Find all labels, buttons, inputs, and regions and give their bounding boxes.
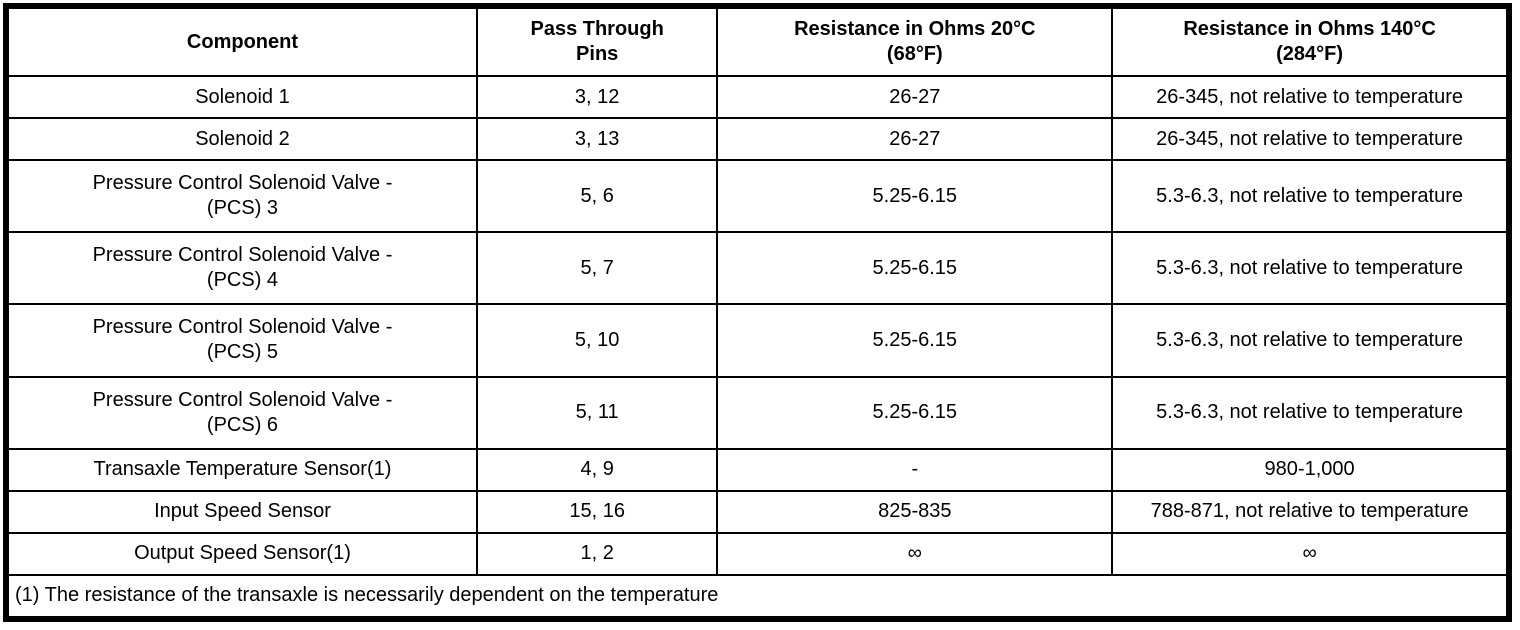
cell-resistance-140c: 5.3-6.3, not relative to temperature [1111, 375, 1510, 450]
col-header-resistance-140c: Resistance in Ohms 140°C (284°F) [1111, 5, 1510, 77]
cell-resistance-20c: 26-27 [716, 117, 1114, 162]
table-row-transaxle-temp-sensor: Transaxle Temperature Sensor(1) 4, 9 - 9… [5, 447, 1510, 492]
table-row-pcs-4: Pressure Control Solenoid Valve - (PCS) … [5, 231, 1510, 306]
cell-component: Pressure Control Solenoid Valve - (PCS) … [5, 375, 478, 450]
cell-pins: 5, 7 [475, 231, 719, 306]
cell-resistance-20c: 5.25-6.15 [716, 231, 1114, 306]
cell-component: Pressure Control Solenoid Valve - (PCS) … [5, 303, 478, 378]
col-header-pass-through-pins: Pass Through Pins [475, 5, 719, 77]
cell-pins: 5, 11 [475, 375, 719, 450]
cell-pins: 1, 2 [475, 531, 719, 576]
col-header-pins-line1: Pass Through [530, 18, 664, 40]
footnote-row: (1) The resistance of the transaxle is n… [5, 573, 1510, 621]
cell-pins: 4, 9 [475, 447, 719, 492]
cell-pins: 3, 12 [475, 74, 719, 120]
col-header-resistance-20c-line1: Resistance in Ohms 20°C [794, 18, 1036, 40]
cell-resistance-140c: 788-871, not relative to temperature [1111, 489, 1510, 534]
col-header-resistance-140c-line2: (284°F) [1276, 43, 1344, 65]
cell-resistance-140c: 26-345, not relative to temperature [1111, 74, 1510, 120]
cell-component: Solenoid 2 [5, 117, 478, 162]
table-row-pcs-5: Pressure Control Solenoid Valve - (PCS) … [5, 303, 1510, 378]
cell-resistance-140c: ∞ [1111, 531, 1510, 576]
col-header-resistance-20c: Resistance in Ohms 20°C (68°F) [716, 5, 1114, 77]
cell-resistance-20c: 26-27 [716, 74, 1114, 120]
table-row-solenoid-2: Solenoid 2 3, 13 26-27 26-345, not relat… [5, 117, 1510, 162]
cell-component: Transaxle Temperature Sensor(1) [5, 447, 478, 492]
cell-pins: 5, 10 [475, 303, 719, 378]
col-header-component-label: Component [186, 30, 299, 53]
col-header-resistance-20c-line2: (68°F) [886, 43, 943, 65]
cell-resistance-140c: 5.3-6.3, not relative to temperature [1111, 231, 1510, 306]
cell-resistance-140c: 980-1,000 [1111, 447, 1510, 492]
cell-resistance-20c: ∞ [716, 531, 1114, 576]
table-row-input-speed-sensor: Input Speed Sensor 15, 16 825-835 788-87… [5, 489, 1510, 534]
cell-pins: 15, 16 [475, 489, 719, 534]
cell-resistance-140c: 5.3-6.3, not relative to temperature [1111, 303, 1510, 378]
cell-component: Output Speed Sensor(1) [5, 531, 478, 576]
cell-pins: 5, 6 [475, 159, 719, 234]
cell-resistance-140c: 26-345, not relative to temperature [1111, 117, 1510, 162]
col-header-pins-line2: Pins [576, 43, 619, 65]
cell-component: Pressure Control Solenoid Valve - (PCS) … [5, 231, 478, 306]
cell-pins: 3, 13 [475, 117, 719, 162]
footnote-text: (1) The resistance of the transaxle is n… [5, 573, 1510, 621]
cell-resistance-20c: 5.25-6.15 [716, 159, 1114, 234]
cell-resistance-20c: 825-835 [716, 489, 1114, 534]
table-row-output-speed-sensor: Output Speed Sensor(1) 1, 2 ∞ ∞ [5, 531, 1510, 576]
cell-component: Input Speed Sensor [5, 489, 478, 534]
table-row-solenoid-1: Solenoid 1 3, 12 26-27 26-345, not relat… [5, 74, 1510, 120]
header-row: Component Pass Through Pins Resistance i… [5, 5, 1510, 77]
table-row-pcs-3: Pressure Control Solenoid Valve - (PCS) … [5, 159, 1510, 234]
cell-resistance-140c: 5.3-6.3, not relative to temperature [1111, 159, 1510, 234]
cell-resistance-20c: 5.25-6.15 [716, 375, 1114, 450]
cell-component: Pressure Control Solenoid Valve - (PCS) … [5, 159, 478, 234]
cell-component: Solenoid 1 [5, 74, 478, 120]
col-header-component: Component [5, 5, 478, 77]
cell-resistance-20c: - [716, 447, 1114, 492]
resistance-spec-table: Component Pass Through Pins Resistance i… [3, 3, 1512, 622]
table-row-pcs-6: Pressure Control Solenoid Valve - (PCS) … [5, 375, 1510, 450]
col-header-resistance-140c-line1: Resistance in Ohms 140°C [1183, 18, 1436, 40]
cell-resistance-20c: 5.25-6.15 [716, 303, 1114, 378]
